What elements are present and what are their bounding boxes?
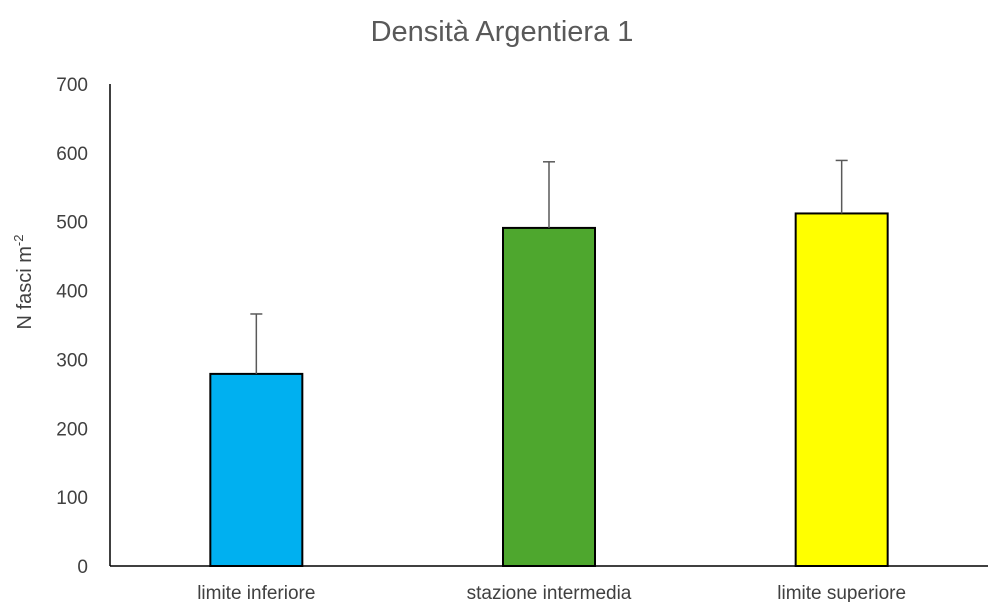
y-tick-label-700: 700 xyxy=(56,75,88,96)
y-axis-title-superscript: -2 xyxy=(11,235,26,247)
y-tick-label-100: 100 xyxy=(56,488,88,509)
y-tick-label-600: 600 xyxy=(56,144,88,165)
y-tick-label-200: 200 xyxy=(56,419,88,440)
bar-2 xyxy=(794,212,889,568)
x-tick-label-0: limite inferiore xyxy=(197,583,315,602)
y-axis-ticks: 0 100 200 300 400 500 600 700 xyxy=(56,75,88,578)
bar-1 xyxy=(502,226,596,567)
x-tick-label-1: stazione intermedia xyxy=(467,583,632,602)
chart-title: Densità Argentiera 1 xyxy=(371,16,634,48)
y-tick-label-500: 500 xyxy=(56,213,88,234)
y-axis-title-main: N fasci m xyxy=(14,246,36,329)
x-tick-label-2: limite superiore xyxy=(777,583,906,602)
y-axis-title: N fasci m-2 xyxy=(11,235,36,330)
y-tick-label-0: 0 xyxy=(77,557,88,578)
error-bars-group xyxy=(250,159,848,374)
bar-0 xyxy=(209,372,304,568)
x-axis-labels: limite inferiore stazione intermedia limit… xyxy=(197,583,906,602)
bars-group xyxy=(209,212,889,568)
y-tick-label-300: 300 xyxy=(56,350,88,371)
y-tick-label-400: 400 xyxy=(56,282,88,303)
